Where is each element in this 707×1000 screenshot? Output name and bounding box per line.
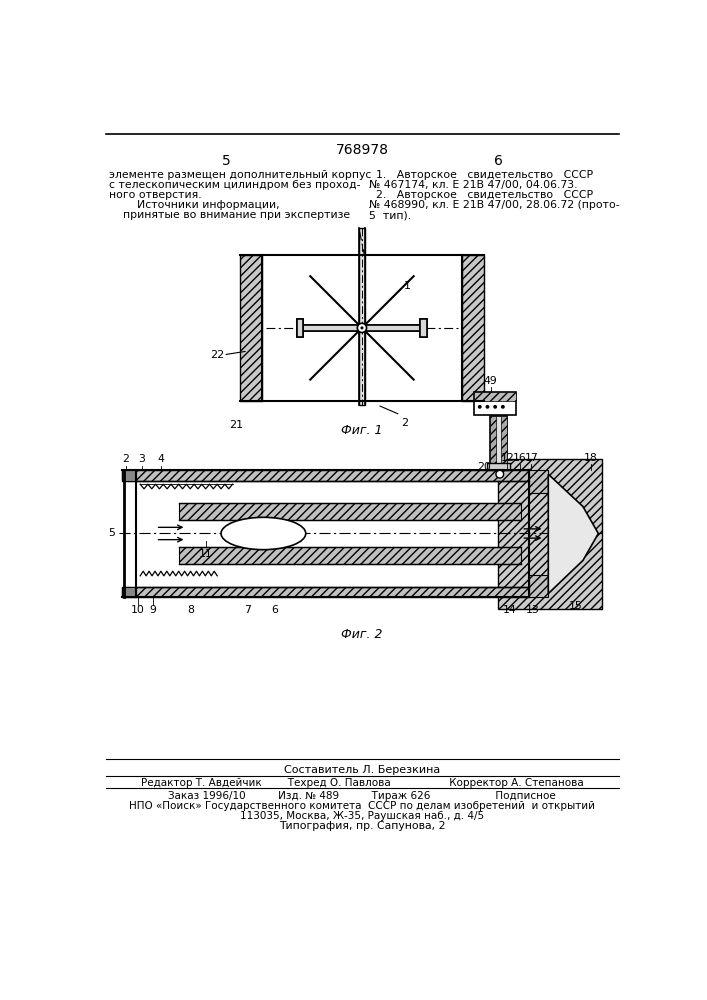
Polygon shape [498,459,602,609]
Text: элементе размещен дополнительный корпус: элементе размещен дополнительный корпус [110,170,372,180]
Polygon shape [490,416,496,470]
Circle shape [501,405,505,409]
Text: 21: 21 [229,420,243,430]
Polygon shape [179,503,521,520]
Polygon shape [462,255,484,401]
Text: № 468990, кл. Е 21В 47/00, 28.06.72 (прото-: № 468990, кл. Е 21В 47/00, 28.06.72 (про… [369,200,619,210]
Text: Составитель Л. Березкина: Составитель Л. Березкина [284,765,440,775]
Bar [474,392,516,415]
Text: Фиг. 2: Фиг. 2 [341,628,382,641]
Text: 17: 17 [525,453,538,463]
Circle shape [357,323,366,333]
Text: ного отверстия.: ного отверстия. [110,190,202,200]
Polygon shape [549,474,598,594]
Text: 2: 2 [401,418,408,428]
Text: с телескопическим цилиндром без проход-: с телескопическим цилиндром без проход- [110,180,361,190]
Text: 5  тип).: 5 тип). [369,210,411,220]
Text: 16: 16 [513,453,527,463]
Circle shape [496,470,503,478]
Text: 1.   Авторское   свидетельство   СССР: 1. Авторское свидетельство СССР [369,170,593,180]
Text: 12: 12 [501,453,515,463]
Text: 768978: 768978 [335,143,388,157]
Text: Источники информации,: Источники информации, [110,200,280,210]
Circle shape [486,405,489,409]
Text: 9: 9 [150,605,157,615]
Text: 49: 49 [484,376,498,386]
Polygon shape [122,587,136,597]
Circle shape [478,405,481,409]
Text: № 467174, кл. Е 21В 47/00, 04.06.73.: № 467174, кл. Е 21В 47/00, 04.06.73. [369,180,578,190]
Bar [474,392,516,401]
Text: 6: 6 [493,154,503,168]
Circle shape [361,326,363,329]
Text: 3: 3 [139,454,145,464]
Polygon shape [122,470,529,481]
Polygon shape [297,319,303,337]
Text: 6: 6 [271,605,279,615]
Ellipse shape [221,517,305,550]
Text: Типография, пр. Сапунова, 2: Типография, пр. Сапунова, 2 [279,821,445,831]
Text: 113035, Москва, Ж-35, Раушская наб., д. 4/5: 113035, Москва, Ж-35, Раушская наб., д. … [240,811,484,821]
Text: 10: 10 [131,605,145,615]
Polygon shape [421,319,426,337]
Text: 1: 1 [404,281,411,291]
Text: принятые во внимание при экспертизе: принятые во внимание при экспертизе [110,210,351,220]
Text: 4: 4 [158,454,165,464]
Text: 2.   Авторское   свидетельство   СССР: 2. Авторское свидетельство СССР [369,190,593,200]
Text: 7: 7 [245,605,252,615]
Text: 13: 13 [526,605,539,615]
Text: 14: 14 [503,605,517,615]
Polygon shape [421,319,426,337]
Polygon shape [300,325,423,331]
Circle shape [493,405,497,409]
Polygon shape [529,575,549,597]
Text: Редактор Т. Авдейчик        Техред О. Павлова                  Корректор А. Степ: Редактор Т. Авдейчик Техред О. Павлова К… [141,778,583,788]
Polygon shape [490,416,507,470]
Polygon shape [529,470,549,493]
Text: 18: 18 [584,453,597,463]
Polygon shape [122,587,529,597]
Polygon shape [501,416,507,470]
Text: 22: 22 [210,350,224,360]
Text: 11: 11 [199,549,213,559]
Polygon shape [486,463,510,470]
Polygon shape [179,547,521,564]
Text: 20: 20 [477,462,491,472]
Polygon shape [122,470,136,481]
Text: 15: 15 [568,601,582,611]
Polygon shape [359,228,365,405]
Polygon shape [240,255,262,401]
Polygon shape [297,319,303,337]
Text: Фиг. 1: Фиг. 1 [341,424,382,437]
Text: НПО «Поиск» Государственного комитета  СССР по делам изобретений  и открытий: НПО «Поиск» Государственного комитета СС… [129,801,595,811]
Text: 5: 5 [222,154,230,168]
Text: Заказ 1996/10          Изд. № 489          Тираж 626                    Подписно: Заказ 1996/10 Изд. № 489 Тираж 626 Подпи… [168,791,556,801]
Text: 2: 2 [122,454,129,464]
Text: 8: 8 [187,605,194,615]
Polygon shape [300,325,423,331]
Text: 5: 5 [108,528,115,538]
